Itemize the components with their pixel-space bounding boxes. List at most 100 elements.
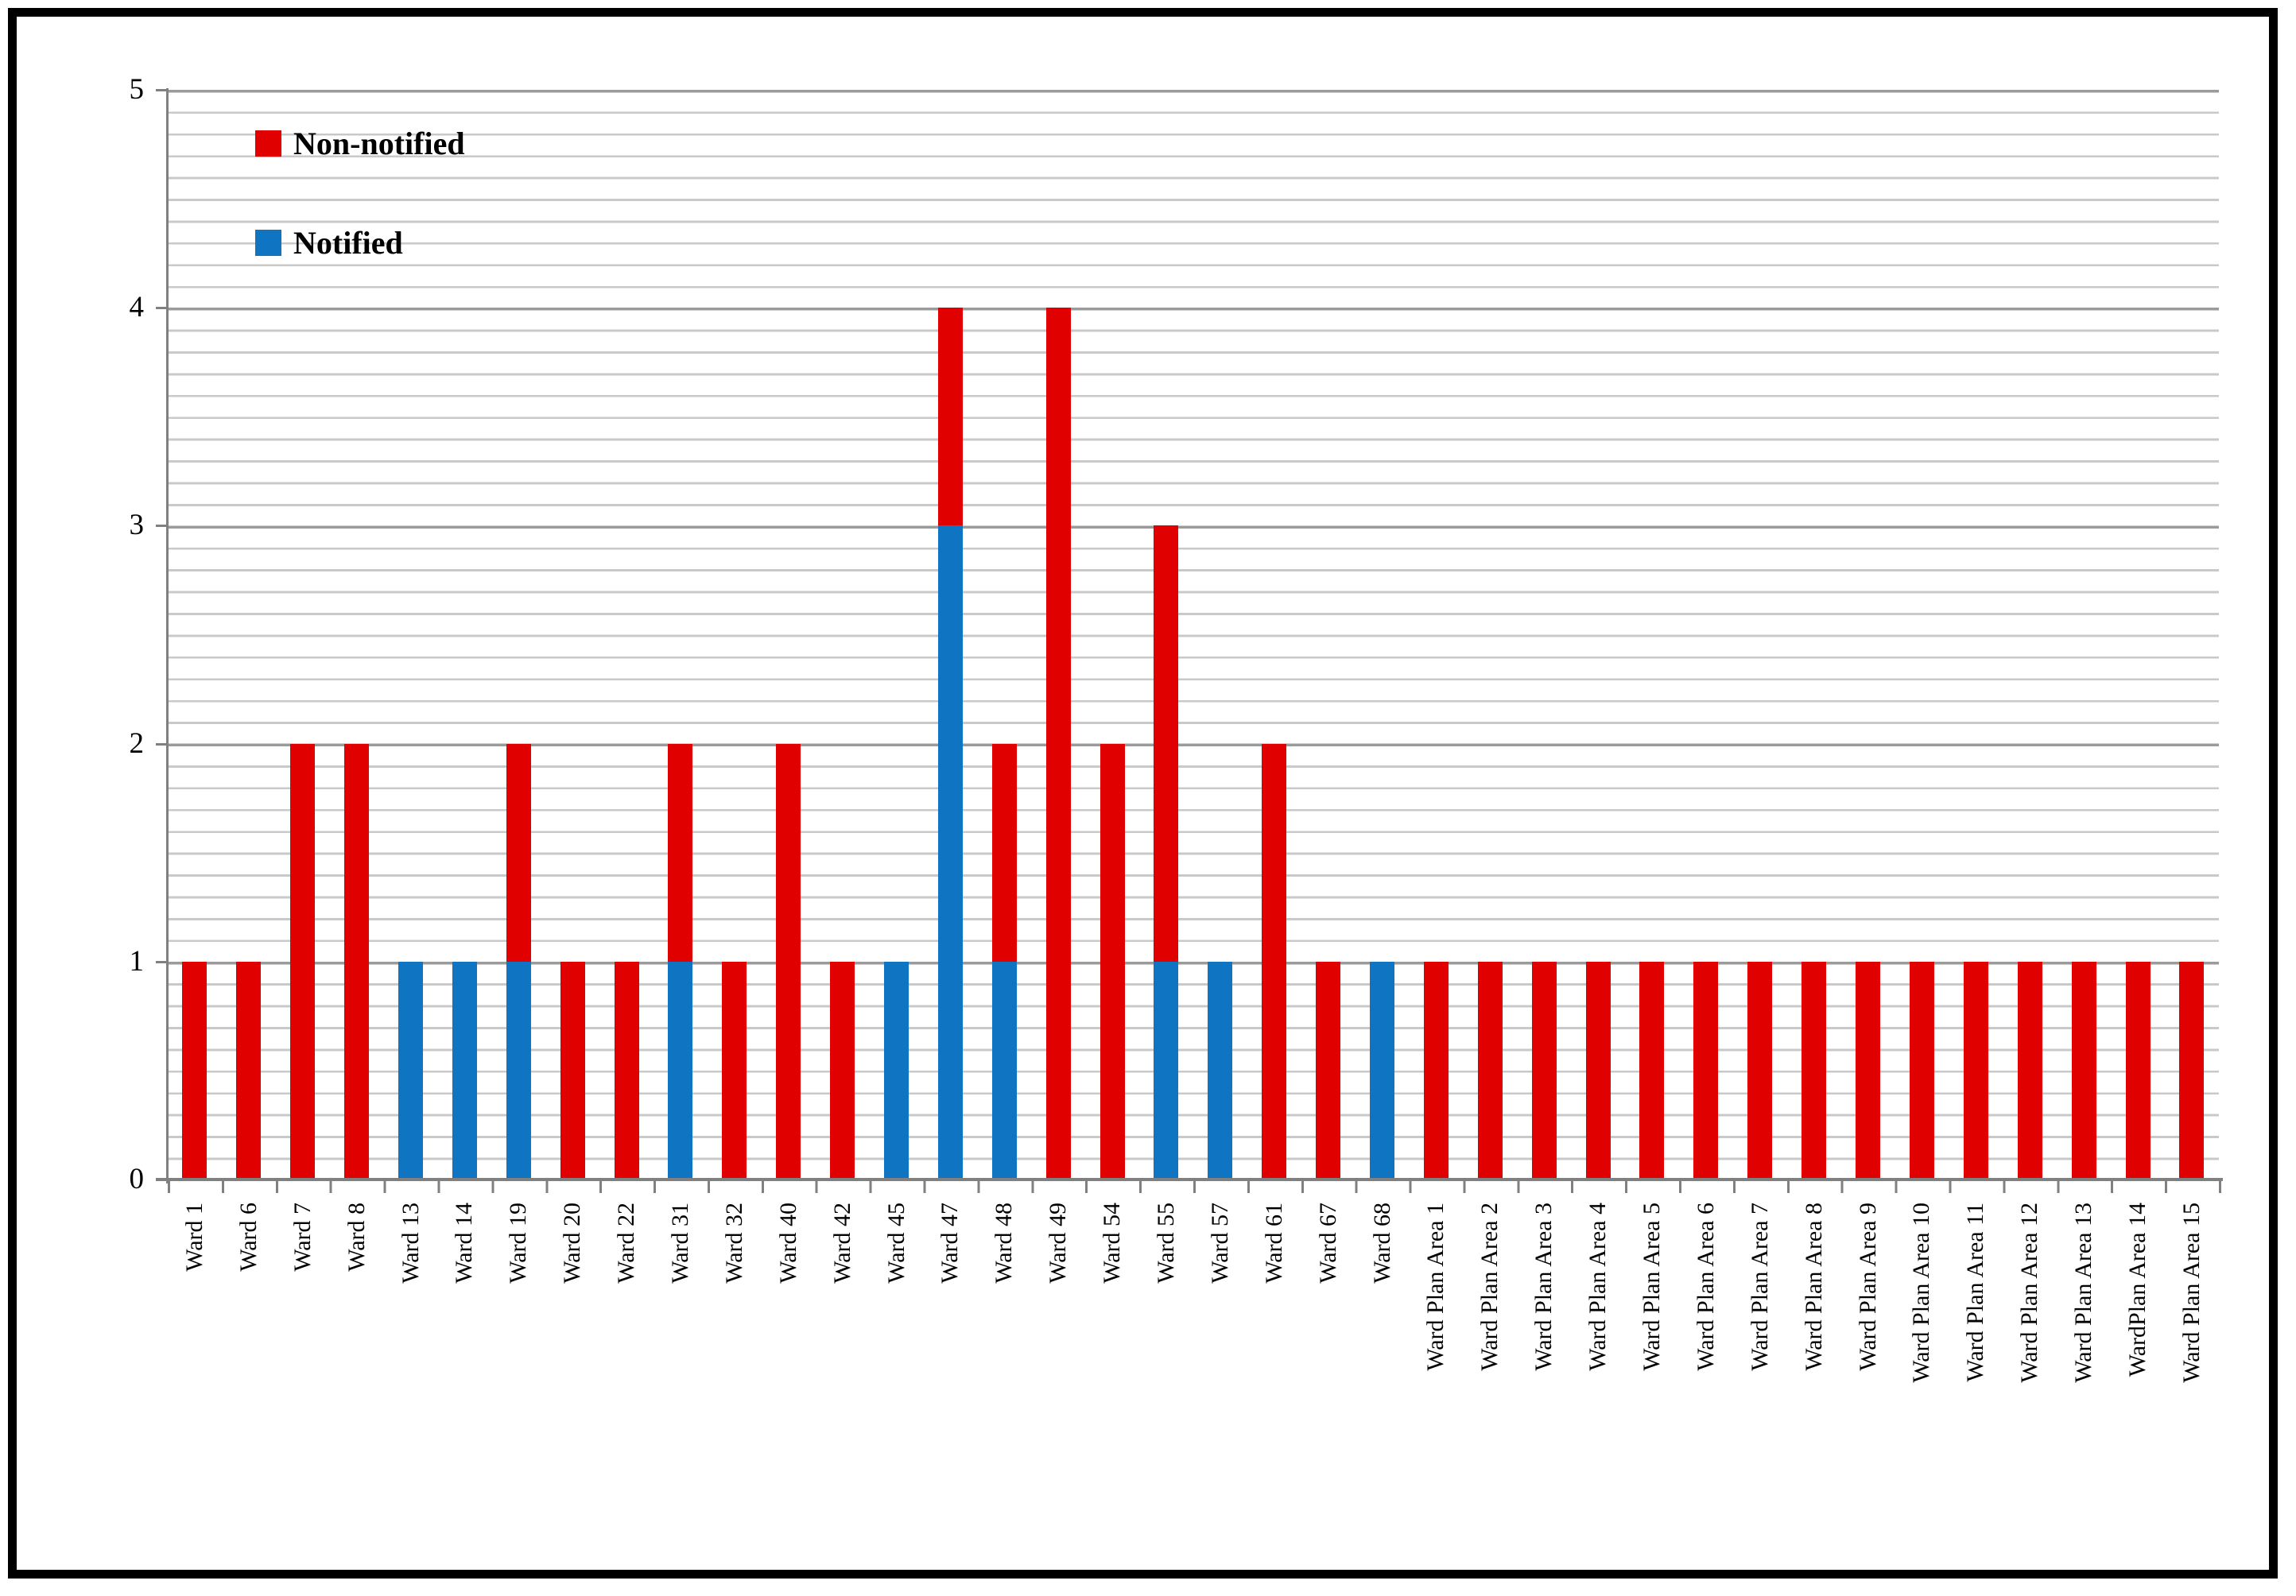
x-label-slot: Ward Plan Area 8 xyxy=(1787,1203,1841,1568)
bar-segment-notified xyxy=(991,961,1017,1180)
x-label-slot: Ward Plan Area 11 xyxy=(1949,1203,2003,1568)
bar-segment-non-notified xyxy=(1747,961,1773,1180)
bar-slot xyxy=(168,90,222,1180)
x-label-slot: Ward 6 xyxy=(222,1203,276,1568)
bar-slot xyxy=(2165,90,2219,1180)
bar-segment-non-notified xyxy=(1262,743,1287,1180)
legend-label-non-notified: Non-notified xyxy=(293,125,465,161)
y-axis-tick-mark xyxy=(156,525,167,528)
bar-slot xyxy=(384,90,438,1180)
bar-segment-non-notified xyxy=(830,961,855,1180)
x-axis-label: Ward 67 xyxy=(1314,1203,1341,1284)
bar-segment-non-notified xyxy=(1316,961,1341,1180)
x-label-slot: Ward 1 xyxy=(168,1203,222,1568)
bar-segment-notified xyxy=(1154,961,1179,1180)
x-axis-label: Ward 55 xyxy=(1152,1203,1179,1284)
bar-slot xyxy=(977,90,1031,1180)
x-label-slot: Ward 68 xyxy=(1355,1203,1410,1568)
bar-segment-notified xyxy=(398,961,423,1180)
x-label-slot: Ward 61 xyxy=(1247,1203,1301,1568)
legend-label-notified: Notified xyxy=(293,224,403,261)
legend-swatch-notified-icon xyxy=(255,229,281,256)
x-label-slot: Ward Plan Area 6 xyxy=(1679,1203,1733,1568)
x-label-slot: Ward Plan Area 7 xyxy=(1733,1203,1787,1568)
x-axis-label: Ward 22 xyxy=(613,1203,640,1284)
x-axis-labels: Ward 1 Ward 6 Ward 7 Ward 8 Ward 13 Ward 14 Wa… xyxy=(168,1203,2219,1568)
bar-slot xyxy=(816,90,870,1180)
bar-slot xyxy=(1355,90,1410,1180)
bar-slot xyxy=(1949,90,2003,1180)
x-axis-label: Ward Plan Area 10 xyxy=(1908,1203,1935,1383)
x-axis-label: Ward 45 xyxy=(882,1203,909,1284)
bar-segment-non-notified xyxy=(1423,961,1449,1180)
bar-slot xyxy=(1517,90,1571,1180)
bar-segment-non-notified xyxy=(182,961,207,1180)
bar-segment-non-notified xyxy=(1585,961,1611,1180)
bar-segment-non-notified xyxy=(1856,961,1881,1180)
x-axis-label: Ward Plan Area 3 xyxy=(1530,1203,1557,1371)
x-axis-label: Ward Plan Area 6 xyxy=(1692,1203,1719,1371)
x-axis-label: Ward 32 xyxy=(720,1203,747,1284)
x-axis-label: Ward 49 xyxy=(1045,1203,1072,1284)
y-axis-tick-mark xyxy=(156,742,167,746)
x-label-slot: Ward Plan Area 3 xyxy=(1517,1203,1571,1568)
bar-segment-notified xyxy=(937,525,963,1180)
bar-segment-non-notified xyxy=(1100,743,1125,1180)
bar-slot xyxy=(1085,90,1139,1180)
bar-slot xyxy=(1409,90,1463,1180)
x-label-slot: Ward 14 xyxy=(437,1203,491,1568)
bar-slot xyxy=(762,90,816,1180)
bar-segment-non-notified xyxy=(560,961,585,1180)
x-axis-label: Ward Plan Area 12 xyxy=(2016,1203,2043,1383)
bar-slot xyxy=(1301,90,1355,1180)
bar-slot xyxy=(923,90,977,1180)
x-label-slot: Ward 32 xyxy=(708,1203,762,1568)
x-label-slot: Ward 7 xyxy=(276,1203,330,1568)
x-label-slot: Ward Plan Area 4 xyxy=(1571,1203,1625,1568)
legend-item-non-notified: Non-notified xyxy=(255,125,465,161)
bar-slot xyxy=(1193,90,1247,1180)
bar-segment-non-notified xyxy=(1963,961,1988,1180)
y-axis-tick-label: 3 xyxy=(129,509,145,542)
bar-segment-non-notified xyxy=(2071,961,2096,1180)
x-axis-label: Ward Plan Area 8 xyxy=(1800,1203,1827,1371)
bar-segment-non-notified xyxy=(290,743,316,1180)
x-axis-label: Ward Plan Area 9 xyxy=(1854,1203,1881,1371)
x-axis-label: Ward 7 xyxy=(289,1203,316,1272)
bar-segment-notified xyxy=(452,961,477,1180)
bar-segment-non-notified xyxy=(776,743,801,1180)
x-axis-label: Ward 20 xyxy=(559,1203,586,1284)
x-label-slot: Ward 22 xyxy=(599,1203,654,1568)
x-axis-label: Ward Plan Area 13 xyxy=(2070,1203,2097,1383)
bar-segment-notified xyxy=(1208,961,1233,1180)
y-axis-tick-label: 4 xyxy=(129,291,145,324)
x-label-slot: Ward 48 xyxy=(977,1203,1031,1568)
x-label-slot: Ward 47 xyxy=(923,1203,977,1568)
x-axis-tick-marks xyxy=(168,1181,2222,1193)
bar-segment-non-notified xyxy=(1045,308,1071,1180)
x-label-slot: Ward 20 xyxy=(545,1203,599,1568)
x-axis-label: Ward 48 xyxy=(991,1203,1018,1284)
x-axis-label: Ward 8 xyxy=(343,1203,370,1272)
bar-segment-non-notified xyxy=(668,743,693,962)
bar-slot xyxy=(654,90,708,1180)
x-label-slot: Ward Plan Area 9 xyxy=(1841,1203,1895,1568)
bar-slot xyxy=(1247,90,1301,1180)
y-axis-tick-mark xyxy=(156,960,167,963)
bar-slot xyxy=(330,90,384,1180)
bar-segment-notified xyxy=(884,961,909,1180)
bar-segment-notified xyxy=(506,961,531,1180)
y-axis-tick-mark xyxy=(156,1179,167,1181)
bar-segment-non-notified xyxy=(2125,961,2151,1180)
bar-segment-notified xyxy=(668,961,693,1180)
bar-segment-non-notified xyxy=(236,961,262,1180)
x-label-slot: Ward 55 xyxy=(1139,1203,1193,1568)
bar-segment-non-notified xyxy=(937,308,963,526)
x-label-slot: Ward 42 xyxy=(816,1203,870,1568)
bar-slot xyxy=(1841,90,1895,1180)
x-axis-line xyxy=(156,1178,2223,1181)
x-label-slot: Ward Plan Area 1 xyxy=(1409,1203,1463,1568)
bar-segment-non-notified xyxy=(506,743,531,962)
bar-slot xyxy=(2003,90,2057,1180)
